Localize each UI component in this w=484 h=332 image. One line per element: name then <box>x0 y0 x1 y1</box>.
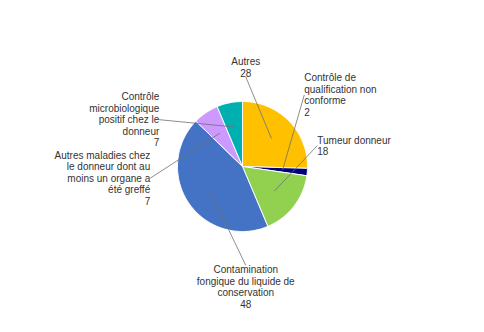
svg-text:Contaminationfongique du liqui: Contaminationfongique du liquide deconse… <box>197 264 295 310</box>
svg-text:Contrôlemicrobiologiquepositif: Contrôlemicrobiologiquepositif chez ledo… <box>89 91 160 148</box>
svg-text:Autres maladies chezle donneur: Autres maladies chezle donneur dont aumo… <box>55 150 151 207</box>
svg-text:Contrôle dequalification nonco: Contrôle dequalification nonconforme2 <box>304 72 376 118</box>
svg-text:Tumeur donneur18: Tumeur donneur18 <box>317 135 391 158</box>
svg-text:Autres28: Autres28 <box>231 56 260 79</box>
